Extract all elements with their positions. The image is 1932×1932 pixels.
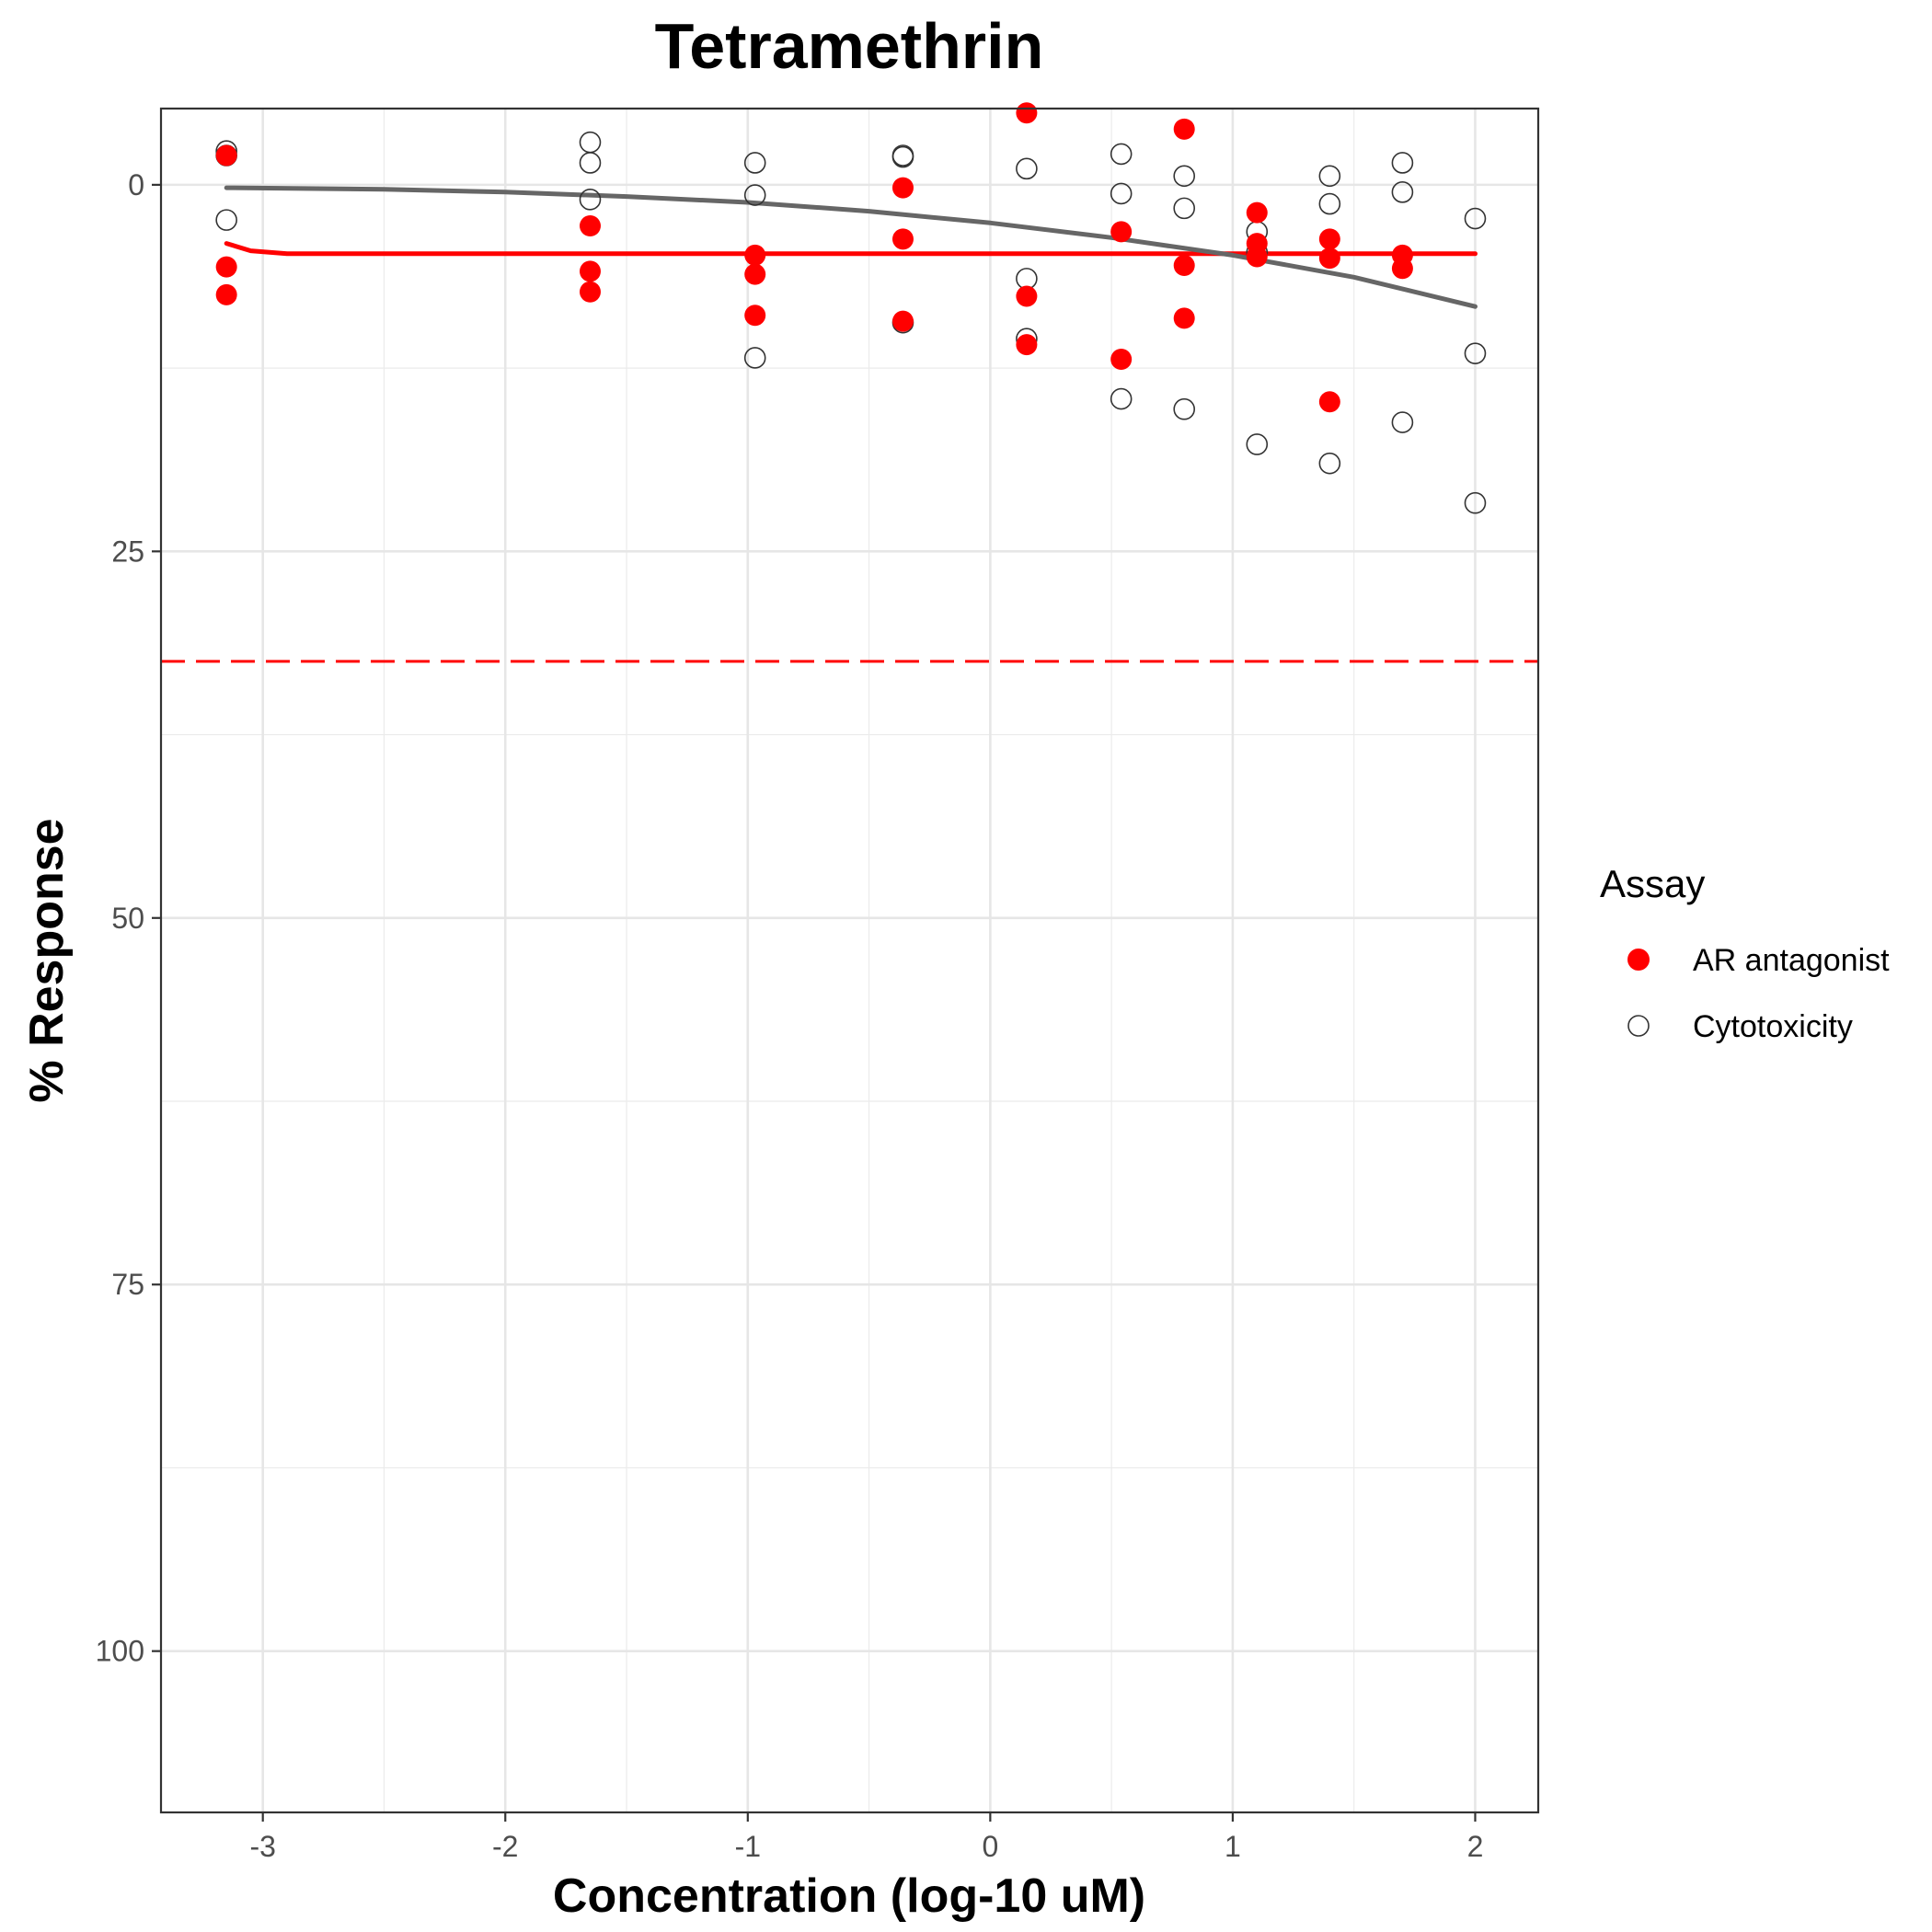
ar-antagonist-point bbox=[744, 263, 766, 285]
ar-antagonist-point bbox=[579, 281, 601, 303]
x-tick-label: -2 bbox=[492, 1830, 518, 1863]
cytotoxicity-point bbox=[579, 152, 602, 174]
ar-antagonist-point bbox=[579, 260, 601, 282]
x-tick-label: -3 bbox=[249, 1830, 275, 1863]
ar-antagonist-point bbox=[1318, 228, 1340, 250]
ar-antagonist-point bbox=[215, 256, 237, 278]
x-axis-title: Concentration (log-10 uM) bbox=[553, 1869, 1145, 1923]
ar-antagonist-point bbox=[1016, 102, 1038, 124]
legend-key-ar-antagonist bbox=[1627, 949, 1650, 971]
ar-antagonist-point bbox=[1318, 247, 1340, 270]
ar-antagonist-fit-curve bbox=[224, 241, 1478, 257]
ar-antagonist-point bbox=[215, 144, 237, 167]
ar-antagonist-point bbox=[1391, 258, 1413, 280]
fit-curves bbox=[224, 185, 1478, 309]
y-tick-label: 100 bbox=[96, 1635, 144, 1668]
cytotoxicity-point bbox=[1318, 192, 1341, 215]
legend-label: AR antagonist bbox=[1693, 943, 1890, 978]
ar-antagonist-point bbox=[1016, 334, 1038, 356]
y-tick-label: 0 bbox=[128, 168, 144, 201]
cytotoxicity-point bbox=[1464, 491, 1487, 514]
cytotoxicity-point bbox=[1173, 397, 1196, 420]
cytotoxicity-fit-curve bbox=[224, 185, 1478, 309]
ar-antagonist-point bbox=[1110, 221, 1133, 243]
ar-antagonist-point bbox=[891, 228, 914, 250]
ar-antagonist-point bbox=[1318, 391, 1340, 413]
legend: Assay AR antagonist Cytotoxicity bbox=[1600, 862, 1890, 1044]
ar-antagonist-point bbox=[1016, 285, 1038, 307]
y-tick-label: 75 bbox=[111, 1268, 144, 1301]
cytotoxicity-point bbox=[1173, 197, 1196, 220]
data-points bbox=[215, 102, 1487, 514]
cytotoxicity-point bbox=[1246, 433, 1269, 455]
cytotoxicity-point bbox=[579, 189, 602, 211]
ar-antagonist-point bbox=[744, 305, 766, 327]
cytotoxicity-point bbox=[1110, 182, 1133, 205]
x-tick-label: 0 bbox=[982, 1830, 998, 1863]
cytotoxicity-point bbox=[743, 184, 766, 206]
x-tick-label: -1 bbox=[735, 1830, 761, 1863]
legend-key-cytotoxicity bbox=[1627, 1015, 1650, 1037]
y-tick-label: 50 bbox=[111, 902, 144, 935]
ar-antagonist-point bbox=[1173, 307, 1195, 329]
cytotoxicity-point bbox=[1016, 157, 1038, 180]
cytotoxicity-point bbox=[1464, 207, 1487, 230]
cytotoxicity-point bbox=[1318, 165, 1341, 188]
ar-antagonist-point bbox=[579, 215, 601, 237]
ar-antagonist-point bbox=[891, 177, 914, 199]
cytotoxicity-point bbox=[743, 152, 766, 174]
y-tick-label: 25 bbox=[111, 535, 144, 568]
cytotoxicity-point bbox=[1110, 387, 1133, 410]
legend-items: AR antagonist Cytotoxicity bbox=[1627, 943, 1890, 1044]
cytotoxicity-point bbox=[1391, 181, 1414, 203]
ar-antagonist-point bbox=[1246, 246, 1268, 268]
plot-panel-border bbox=[159, 107, 1540, 1814]
ar-antagonist-point bbox=[1110, 349, 1133, 371]
cytotoxicity-point bbox=[1173, 165, 1196, 188]
legend-title: Assay bbox=[1600, 862, 1705, 905]
legend-label: Cytotoxicity bbox=[1693, 1009, 1853, 1044]
cytotoxicity-point bbox=[743, 347, 766, 369]
x-tick-label: 2 bbox=[1467, 1830, 1484, 1863]
y-axis-ticks: 0 25 50 75 100 bbox=[96, 168, 161, 1668]
ar-antagonist-point bbox=[1173, 255, 1195, 277]
grid-lines bbox=[161, 109, 1538, 1812]
chart-title: Tetramethrin bbox=[655, 10, 1044, 82]
cytotoxicity-point bbox=[215, 209, 237, 231]
cytotoxicity-point bbox=[891, 145, 914, 168]
ar-antagonist-point bbox=[891, 310, 914, 332]
ar-antagonist-point bbox=[1173, 118, 1195, 140]
cytotoxicity-point bbox=[1464, 342, 1487, 364]
y-axis-title: % Response bbox=[20, 818, 74, 1102]
ar-antagonist-point bbox=[744, 244, 766, 266]
cytotoxicity-point bbox=[1391, 411, 1414, 433]
x-tick-label: 1 bbox=[1225, 1830, 1241, 1863]
x-axis-ticks: -3 -2 -1 0 1 2 bbox=[249, 1812, 1483, 1863]
cytotoxicity-point bbox=[1318, 452, 1341, 475]
ar-antagonist-point bbox=[1246, 201, 1268, 224]
cytotoxicity-point bbox=[1110, 143, 1133, 166]
ar-antagonist-point bbox=[215, 283, 237, 305]
cytotoxicity-point bbox=[1391, 152, 1414, 174]
